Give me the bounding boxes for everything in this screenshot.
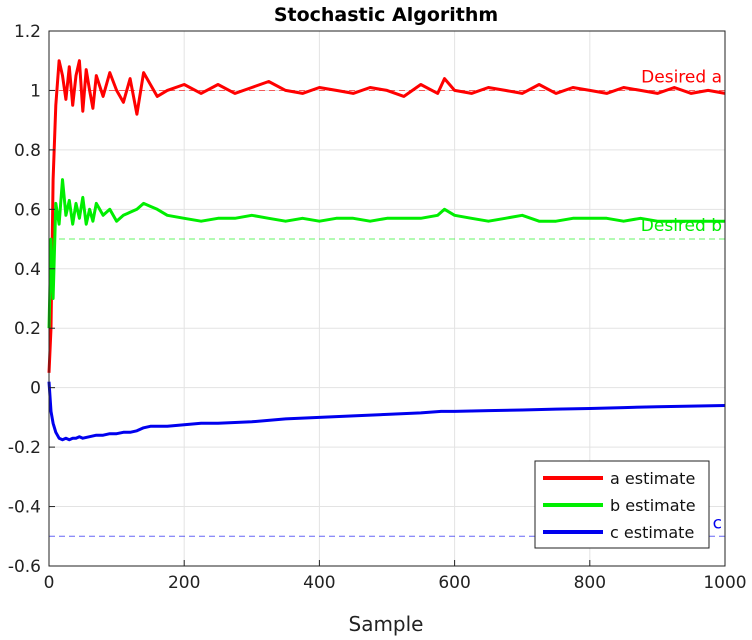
reference-label: Desired b xyxy=(641,216,722,236)
y-tick-label: 0.4 xyxy=(14,260,41,280)
annotations: Desired a Desired b c xyxy=(641,67,722,533)
x-axis-label: Sample xyxy=(349,612,424,636)
y-tick-label: 0 xyxy=(30,379,41,399)
legend: a estimate b estimate c estimate xyxy=(534,460,710,549)
y-tick-label: -0.4 xyxy=(8,498,41,518)
legend-label: a estimate xyxy=(610,469,695,488)
y-tick-label: -0.2 xyxy=(8,438,41,458)
y-tick-label: 0.2 xyxy=(14,319,41,339)
x-tick-label: 200 xyxy=(168,573,200,593)
series-line xyxy=(47,59,726,373)
x-tick-label: 600 xyxy=(438,573,470,593)
legend-label: b estimate xyxy=(610,496,696,515)
x-tick-label: 400 xyxy=(303,573,335,593)
series-line xyxy=(47,381,726,442)
x-tick-label: 800 xyxy=(574,573,606,593)
legend-label: c estimate xyxy=(610,523,694,542)
y-tick-label: 1 xyxy=(30,81,41,101)
y-tick-label: -0.6 xyxy=(8,557,41,577)
series-line xyxy=(47,178,725,329)
series-lines xyxy=(47,59,726,442)
y-tick-label: 0.8 xyxy=(14,141,41,161)
plot-frame xyxy=(48,30,726,567)
x-tick-label: 0 xyxy=(44,573,55,593)
x-tick-label: 1000 xyxy=(703,573,746,593)
chart-title: Stochastic Algorithm xyxy=(274,4,498,26)
y-tick-label: 0.6 xyxy=(14,200,41,220)
reference-label: Desired a xyxy=(641,67,722,87)
reference-label: c xyxy=(713,513,722,533)
y-tick-label: 1.2 xyxy=(14,22,41,42)
ticks: 0 200 400 600 800 1000 -0.6 -0.4 -0.2 0 0.2 0.4 0.6 0… xyxy=(8,22,747,593)
